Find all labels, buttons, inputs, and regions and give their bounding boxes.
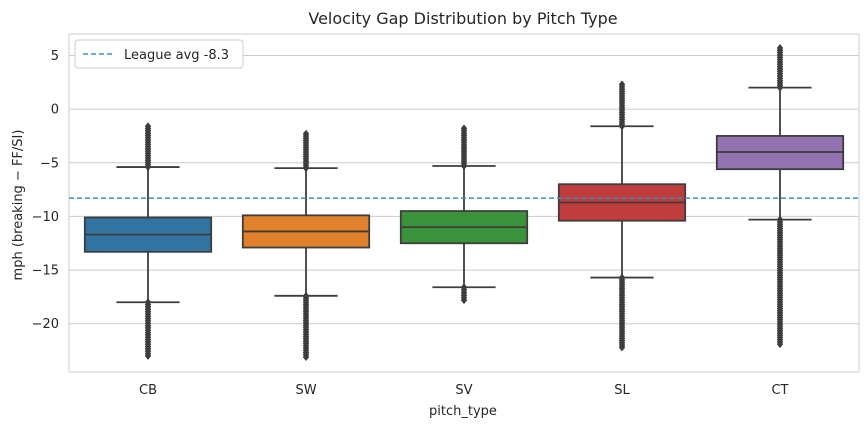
flier-point	[618, 273, 626, 282]
legend: League avg -8.3	[74, 39, 244, 69]
x-tick-label: SV	[455, 383, 472, 398]
y-axis-label: mph (breaking − FF/SI)	[11, 130, 26, 281]
chart-title: Velocity Gap Distribution by Pitch Type	[308, 9, 617, 28]
x-tick-label: CT	[771, 383, 788, 398]
flier-point	[460, 283, 468, 292]
legend-box	[74, 39, 244, 69]
x-axis-label: pitch_type	[429, 404, 497, 419]
box-ct	[715, 43, 845, 349]
y-tick-label: −20	[32, 317, 59, 332]
y-tick-label: 5	[51, 49, 59, 64]
flier-point	[460, 124, 468, 133]
box-cb	[83, 122, 213, 360]
box-sw	[241, 129, 371, 361]
legend-label: League avg -8.3	[124, 48, 229, 63]
y-tick-label: −15	[32, 264, 59, 279]
x-tick-label: SL	[614, 383, 630, 398]
x-ticks: CB SW SV SL CT	[139, 383, 789, 398]
flier-point	[776, 43, 784, 52]
x-tick-label: CB	[139, 383, 157, 398]
y-tick-label: 0	[51, 103, 59, 118]
y-tick-label: −10	[32, 210, 59, 225]
flier-point	[302, 129, 310, 138]
flier-point	[302, 291, 310, 300]
y-tick-label: −5	[40, 156, 59, 171]
y-ticks: 5 0 −5 −10 −15 −20	[32, 49, 59, 332]
box-sl	[557, 80, 687, 352]
x-tick-label: SW	[295, 383, 316, 398]
flier-point	[618, 80, 626, 89]
flier-point	[776, 215, 784, 224]
box-sv	[399, 124, 529, 305]
flier-point	[144, 122, 152, 131]
boxes	[83, 43, 845, 361]
flier-point	[144, 298, 152, 307]
